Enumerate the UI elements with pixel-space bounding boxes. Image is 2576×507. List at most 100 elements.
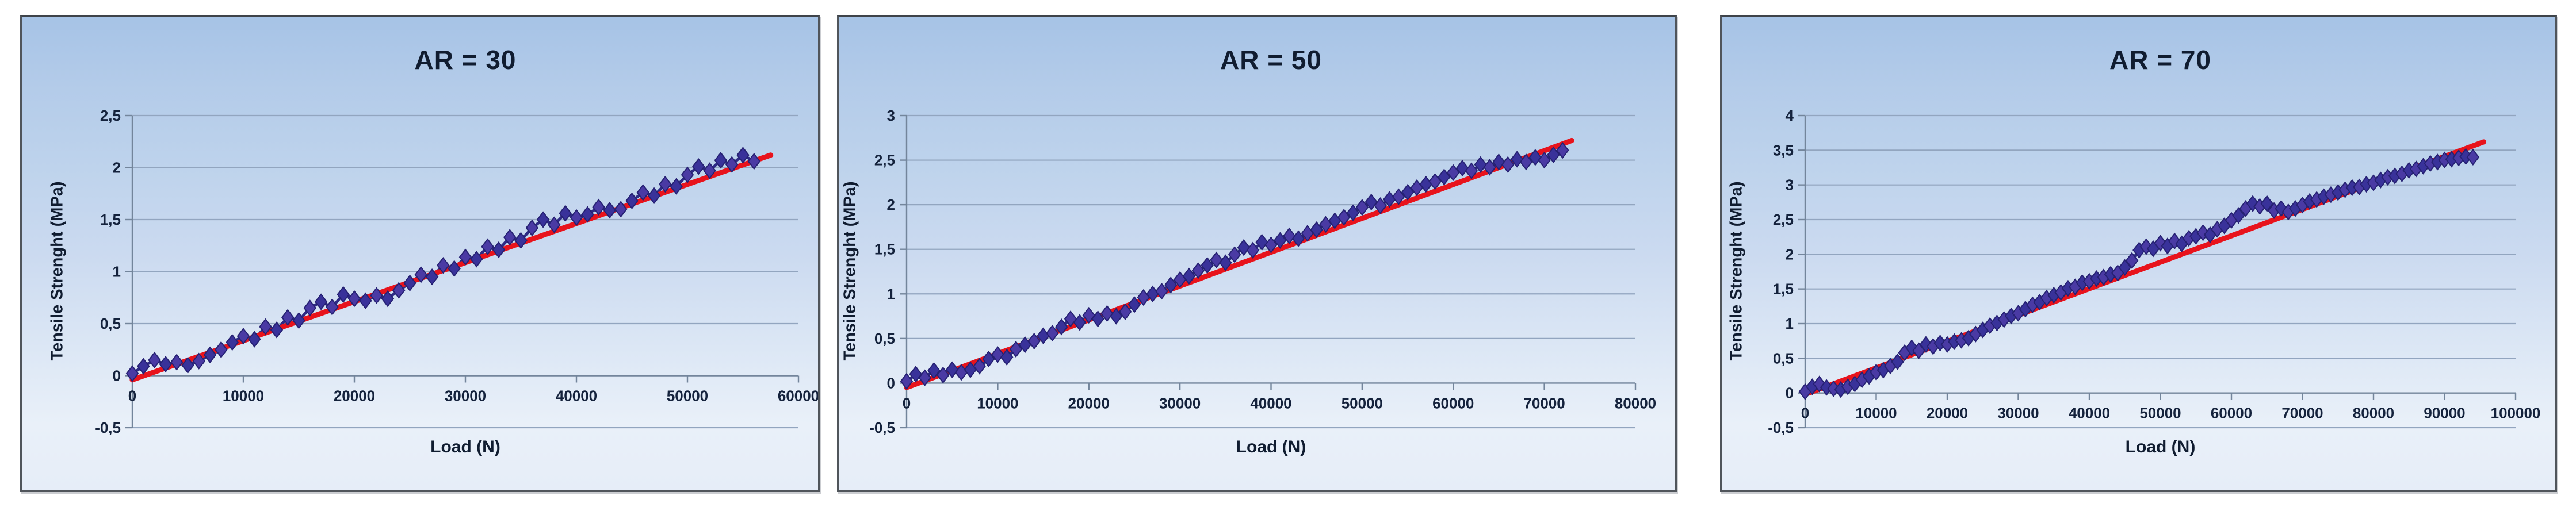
data-point-marker (548, 216, 561, 233)
x-tick-label: 10000 (223, 387, 264, 405)
y-tick-label: 1,5 (1773, 281, 1794, 298)
x-tick-label: 60000 (1432, 394, 1474, 412)
data-point-marker (1310, 221, 1323, 239)
data-point-marker (1355, 199, 1369, 216)
x-tick-label: 30000 (445, 387, 486, 405)
gridlines (132, 114, 798, 429)
y-tick-labels: -0,5 0 0,5 1 1,5 2 2,5 3 (869, 107, 895, 436)
data-point-marker (1438, 168, 1451, 186)
x-tick-label: 30000 (1159, 394, 1201, 412)
data-point-marker (359, 292, 372, 309)
x-tick-label: 50000 (1341, 394, 1383, 412)
x-tick-label: 10000 (977, 394, 1018, 412)
data-point-marker (337, 286, 350, 303)
data-point-marker (570, 209, 583, 226)
chart-panel-ar30: -0,5 0 0,5 1 1,5 2 2,5 0 10000 20000 30000 40000 500… (20, 15, 820, 492)
data-point-marker (2275, 200, 2288, 217)
x-tick-label: 10000 (1855, 405, 1897, 422)
x-tick-label: 60000 (2211, 405, 2252, 422)
y-tick-label: 4 (1786, 107, 1794, 124)
data-point-marker (1428, 173, 1442, 190)
x-tick-label: 20000 (334, 387, 375, 405)
y-tick-label: -0,5 (95, 419, 121, 436)
data-point-marker (226, 333, 239, 351)
y-tick-label: -0,5 (1768, 419, 1794, 436)
data-point-marker (1891, 353, 1904, 371)
y-tick-label: 0,5 (874, 330, 895, 347)
data-point-marker (714, 152, 728, 169)
y-axis-title-text: Tensile Strenght (MPa) (840, 180, 859, 361)
data-point-marker (1027, 332, 1041, 350)
data-point-marker (681, 166, 694, 183)
data-point-marker (203, 346, 217, 363)
y-tick-label: 3 (1786, 176, 1794, 194)
data-point-marker (1100, 305, 1114, 322)
data-point-marker (1465, 162, 1478, 179)
y-tick-label: 0,5 (1773, 349, 1794, 367)
data-point-marker (292, 312, 305, 329)
data-point-marker (503, 229, 517, 246)
data-point-marker (1246, 241, 1260, 259)
data-point-marker (148, 351, 161, 369)
data-point-marker (1073, 314, 1087, 331)
data-point-marker (2260, 195, 2274, 212)
data-point-marker (1291, 230, 1305, 247)
gridlines (907, 114, 1635, 429)
data-point-marker (918, 369, 931, 386)
y-axis-title-text: Tensile Strenght (MPa) (1727, 180, 1746, 361)
data-point-marker (259, 318, 272, 336)
x-tick-label: 80000 (1615, 394, 1656, 412)
data-point-marker (747, 152, 761, 170)
data-point-marker (1046, 324, 1059, 342)
data-point-marker (425, 268, 439, 286)
data-point-marker (670, 178, 683, 195)
data-point-marker (1000, 348, 1014, 366)
data-point-marker (659, 175, 672, 193)
data-point-markers (125, 147, 761, 382)
y-tick-label: 3,5 (1773, 141, 1794, 159)
data-point-marker (458, 248, 472, 266)
data-point-marker (1474, 156, 1488, 173)
data-point-marker (1905, 339, 1918, 356)
data-point-marker (414, 266, 428, 283)
data-point-marker (481, 238, 494, 255)
data-point-marker (927, 362, 941, 379)
data-point-marker (281, 309, 295, 326)
y-tick-label: 2,5 (1773, 211, 1794, 228)
y-tick-label: 2 (1786, 245, 1794, 263)
data-point-marker (236, 328, 250, 345)
data-point-marker (1346, 204, 1360, 221)
data-point-marker (1538, 151, 1551, 169)
x-axis-title: Load (N) (2125, 437, 2196, 456)
data-point-marker (1519, 153, 1533, 171)
data-point-marker (170, 354, 184, 371)
data-point-marker (1447, 164, 1460, 181)
data-point-marker (692, 158, 705, 175)
data-point-marker (137, 358, 150, 375)
y-axis-title: Tensile Strenght (MPa) (836, 113, 864, 428)
x-axis-title: Load (N) (1236, 437, 1306, 456)
x-tick-label: 90000 (2424, 405, 2465, 422)
data-point-marker (2232, 207, 2245, 224)
data-point-marker (326, 298, 339, 316)
data-point-marker (392, 282, 406, 299)
data-point-marker (937, 366, 950, 384)
data-point-marker (1492, 153, 1505, 171)
data-point-marker (1191, 262, 1205, 279)
data-point-marker (1483, 159, 1496, 176)
data-point-marker (2118, 259, 2132, 276)
x-tick-labels: 0 10000 20000 30000 40000 50000 60000 70000 8000… (1801, 405, 2541, 422)
plot-area-ar70: -0,5 0 0,5 1 1,5 2 2,5 3 3,5 4 0 10000 20000 30000 400… (1768, 107, 2541, 436)
data-point-marker (1210, 251, 1223, 268)
x-tick-label: 80000 (2353, 405, 2394, 422)
data-point-marker (1164, 276, 1178, 294)
data-point-marker (1264, 236, 1278, 254)
plot-area-ar30: -0,5 0 0,5 1 1,5 2 2,5 0 10000 20000 30000 40000 500… (95, 107, 818, 436)
data-point-marker (248, 331, 261, 348)
data-point-markers (900, 141, 1569, 390)
x-tick-label: 20000 (1927, 405, 1968, 422)
y-tick-label: 0 (887, 374, 895, 391)
axes (1798, 114, 2517, 429)
data-point-marker (370, 287, 383, 304)
y-tick-labels: -0,5 0 0,5 1 1,5 2 2,5 (95, 107, 121, 436)
